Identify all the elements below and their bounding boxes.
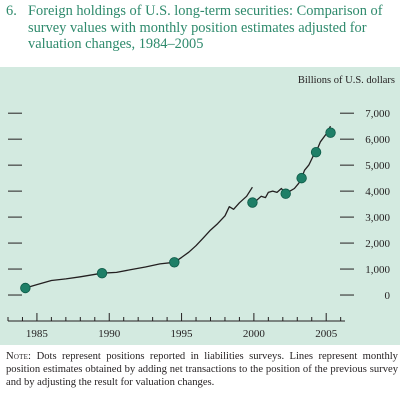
y-axis: 0 1,000 2,000 3,000 4,000 5,000 6,000 7,000 — [8, 108, 391, 302]
survey-dot — [20, 282, 31, 294]
y-tick-label: 5,000 — [365, 160, 390, 172]
y-tick-label: 1,000 — [365, 264, 390, 276]
x-tick-label: 1985 — [26, 328, 49, 340]
y-tick-label: 6,000 — [365, 134, 390, 146]
x-tick-label: 1990 — [98, 328, 121, 340]
note-label: Note: — [6, 351, 32, 362]
estimate-line-segment — [252, 187, 287, 204]
survey-dots — [20, 127, 336, 294]
unit-label: Billions of U.S. dollars — [298, 75, 395, 86]
survey-dot — [169, 257, 180, 268]
survey-dot — [325, 127, 336, 138]
estimate-line-segment — [25, 272, 103, 289]
y-tick-label: 3,000 — [365, 212, 390, 224]
survey-dot — [96, 268, 108, 279]
survey-dot — [280, 188, 291, 199]
y-tick-label: 4,000 — [365, 186, 390, 198]
x-tick-label: 2000 — [243, 328, 266, 340]
y-tick-label: 7,000 — [365, 108, 390, 120]
figure-note: Note: Dots represent positions reported … — [6, 351, 398, 389]
figure-title: 6. Foreign holdings of U.S. long-term se… — [6, 3, 398, 53]
y-tick-label: 0 — [385, 290, 391, 302]
x-tick-label: 2005 — [315, 328, 338, 340]
note-text: Dots represent positions reported in lia… — [6, 351, 398, 388]
figure-number: 6. — [6, 3, 17, 19]
figure-title-text: Foreign holdings of U.S. long-term secur… — [28, 3, 383, 52]
y-tick-label: 2,000 — [365, 238, 390, 250]
line-chart: Billions of U.S. dollars 0 1,000 2,000 3,00… — [7, 75, 395, 340]
chart-panel: Billions of U.S. dollars 0 1,000 2,000 3,00… — [0, 67, 400, 345]
estimate-line-segment — [173, 186, 253, 263]
survey-dot — [310, 146, 322, 158]
survey-dot — [296, 172, 307, 184]
x-tick-label: 1995 — [171, 328, 194, 340]
x-axis: 1985 1990 1995 2000 2005 — [7, 313, 345, 340]
survey-dot — [247, 197, 258, 208]
estimate-line-segment — [101, 261, 175, 274]
